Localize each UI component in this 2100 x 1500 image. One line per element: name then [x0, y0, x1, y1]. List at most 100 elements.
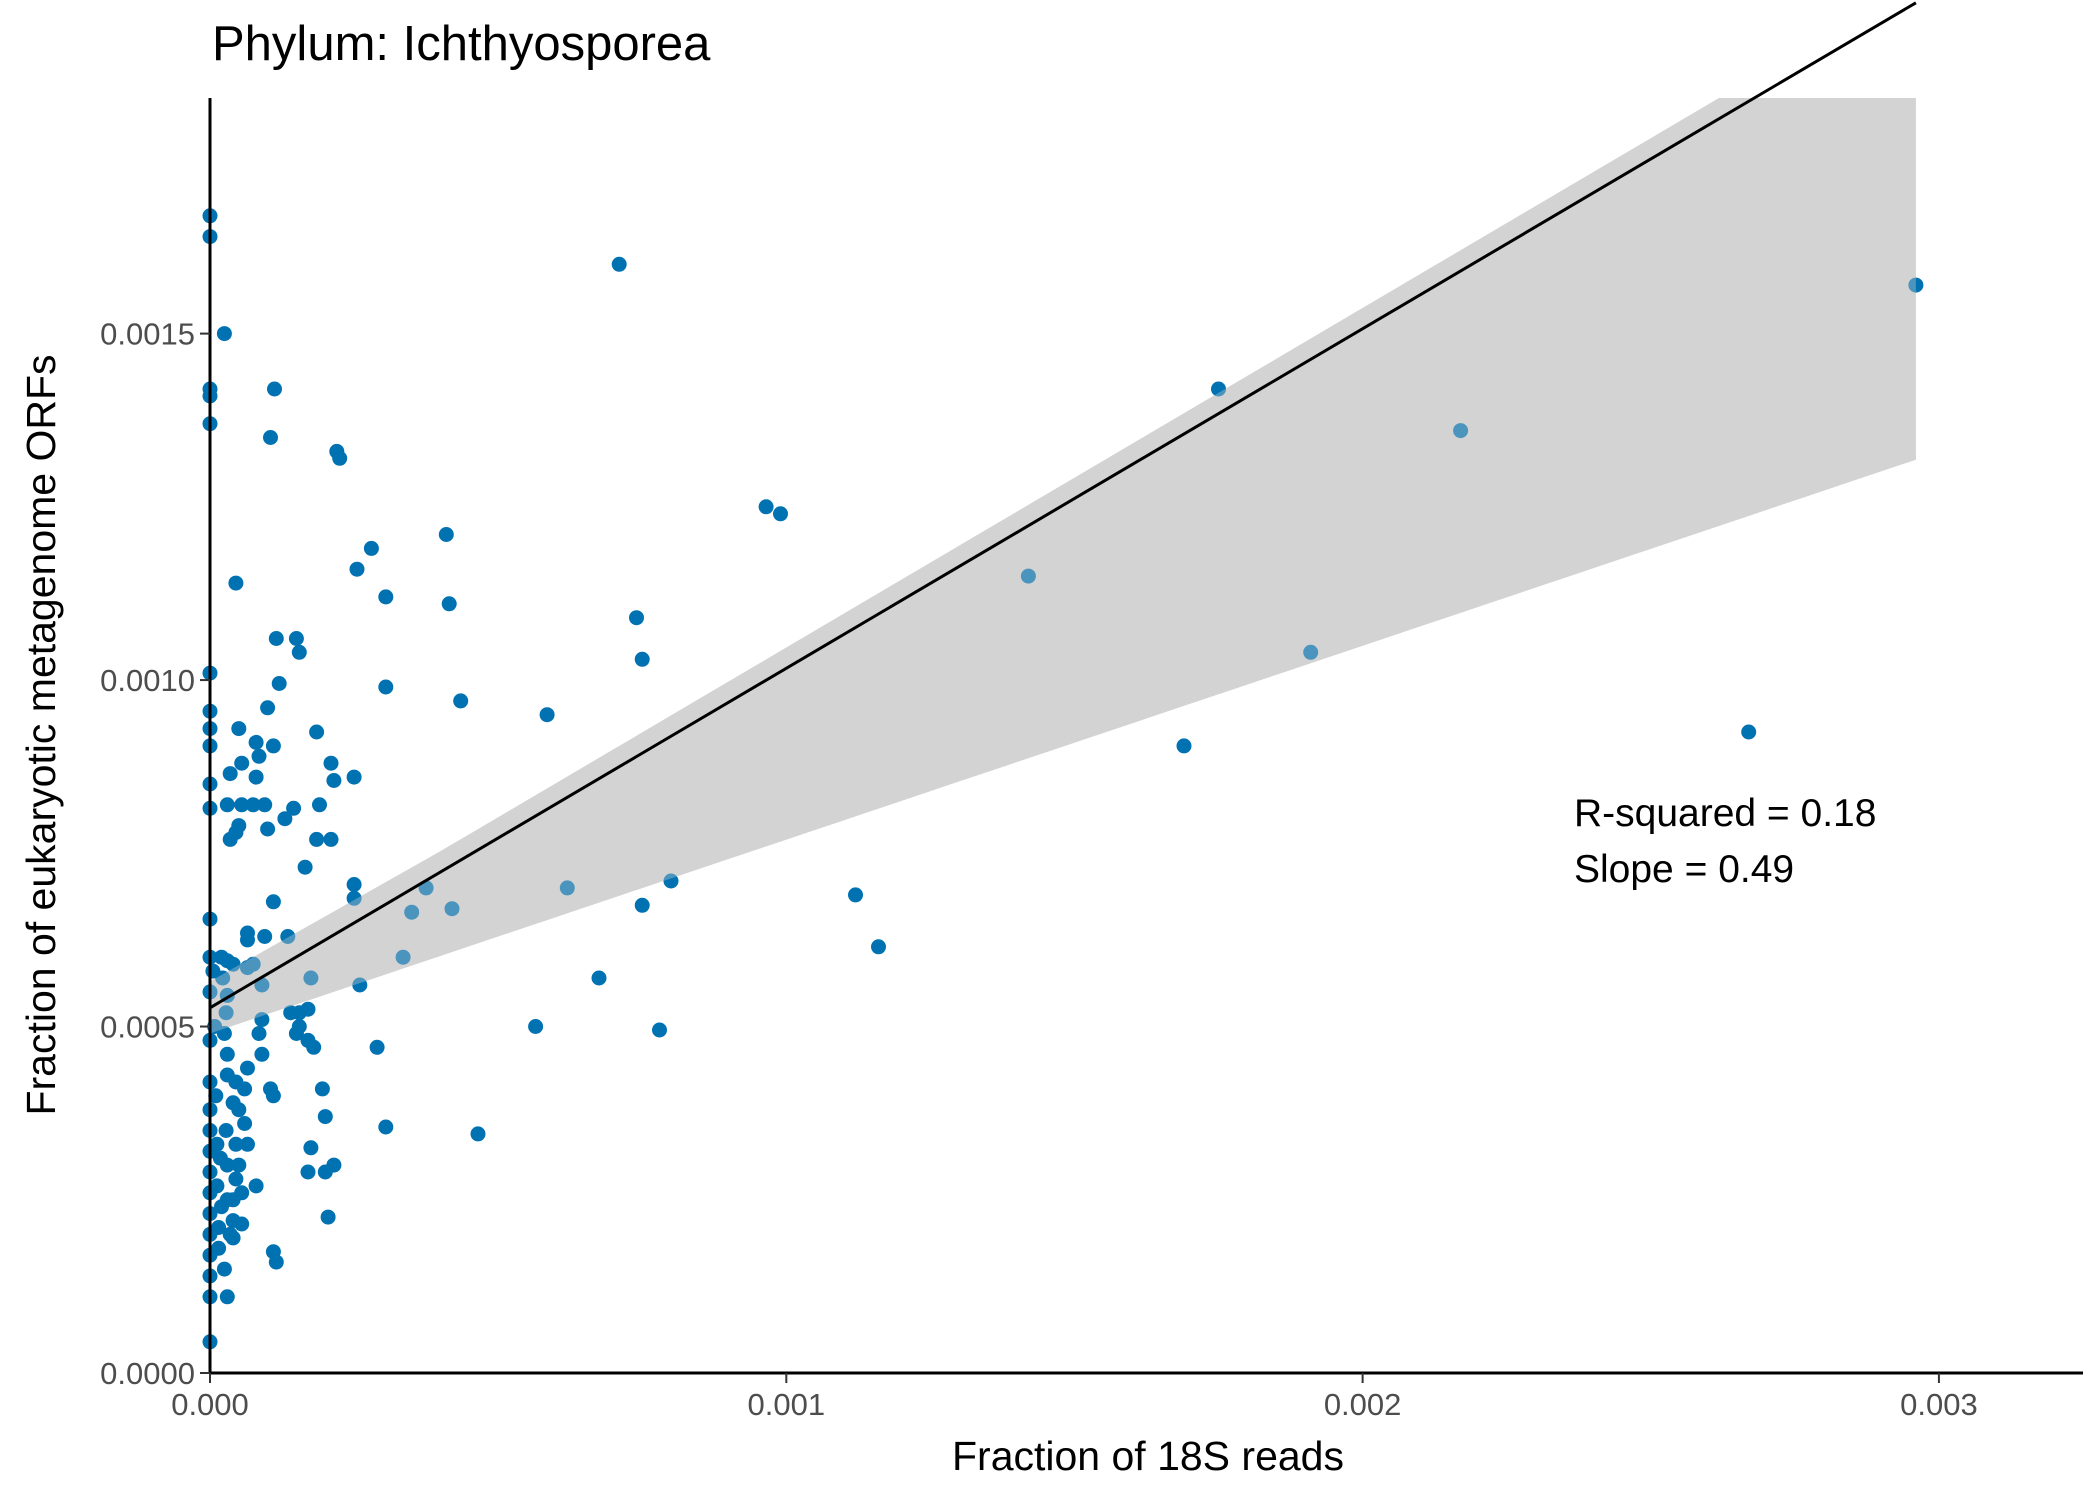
data-point — [303, 1140, 319, 1156]
data-point — [306, 1039, 322, 1055]
data-point — [320, 1209, 336, 1225]
data-point — [444, 901, 460, 917]
data-point — [280, 929, 296, 944]
data-point — [663, 873, 679, 889]
data-point — [215, 970, 231, 986]
data-point — [323, 755, 339, 771]
data-point — [254, 1046, 270, 1062]
data-point — [291, 1019, 307, 1034]
data-point — [286, 800, 302, 816]
data-point — [228, 1171, 244, 1187]
data-point — [297, 859, 313, 875]
data-point — [453, 693, 469, 709]
y-tick-label: 0.0010 — [100, 663, 195, 698]
data-point — [1176, 738, 1192, 754]
data-point — [251, 748, 267, 764]
data-point — [323, 831, 339, 847]
data-point — [1020, 568, 1036, 584]
data-point — [251, 1026, 267, 1041]
data-point — [317, 1109, 333, 1125]
data-point — [237, 1081, 253, 1097]
data-point — [470, 1126, 486, 1142]
data-point — [528, 1019, 544, 1034]
data-point — [265, 894, 281, 910]
data-point — [254, 1012, 270, 1028]
data-point — [634, 651, 650, 667]
data-point — [228, 575, 244, 591]
data-point — [231, 1102, 247, 1118]
data-point — [209, 1178, 225, 1194]
data-point — [629, 610, 644, 626]
data-point — [378, 1119, 394, 1135]
data-point — [326, 1157, 342, 1173]
data-point — [848, 887, 863, 903]
data-point — [291, 644, 307, 660]
data-point — [314, 1081, 330, 1097]
data-point — [1908, 277, 1924, 293]
data-point — [234, 797, 250, 813]
data-point — [611, 256, 627, 272]
data-point — [277, 811, 293, 827]
data-point — [231, 818, 247, 834]
data-point — [216, 1026, 232, 1041]
data-point — [332, 450, 348, 466]
plot-area — [202, 1, 1924, 1350]
data-point — [240, 932, 255, 948]
data-point — [1211, 381, 1226, 397]
data-point — [218, 1005, 234, 1021]
data-point — [265, 1088, 281, 1104]
data-point — [404, 904, 420, 920]
y-axis-title: Fraction of eukaryotic metagenome ORFs — [18, 354, 64, 1115]
data-point — [267, 381, 282, 397]
data-point — [216, 326, 232, 342]
data-point — [438, 527, 454, 542]
data-point — [237, 1116, 253, 1131]
data-point — [363, 540, 379, 556]
data-point — [652, 1022, 667, 1038]
data-point — [271, 676, 287, 691]
data-point — [234, 755, 250, 771]
data-point — [346, 769, 362, 785]
confidence-band — [210, 98, 1916, 1034]
data-point — [634, 897, 650, 913]
data-point — [309, 831, 325, 847]
data-point — [288, 631, 304, 646]
data-point — [209, 1136, 225, 1152]
data-point — [346, 877, 362, 892]
data-point — [225, 956, 241, 972]
y-tick-label: 0.0000 — [100, 1356, 195, 1391]
data-point — [240, 1136, 255, 1152]
data-point — [225, 1230, 241, 1246]
regression-line — [209, 1, 1917, 1010]
y-tick-label: 0.0015 — [100, 317, 195, 352]
data-point — [228, 1136, 244, 1152]
data-point — [265, 738, 281, 754]
x-tick-label: 0.001 — [748, 1387, 826, 1422]
data-point — [773, 506, 788, 522]
data-point — [211, 1220, 227, 1235]
data-point — [254, 977, 270, 993]
data-point — [231, 1157, 247, 1173]
data-point — [395, 949, 411, 965]
x-axis-ticks: 0.000 0.001 0.002 0.003 — [171, 1373, 1978, 1422]
data-point — [1741, 724, 1757, 740]
data-point — [245, 797, 261, 813]
data-point — [248, 734, 264, 750]
data-point — [326, 773, 342, 788]
data-point — [231, 721, 247, 737]
data-point — [257, 797, 273, 813]
data-point — [559, 880, 575, 896]
data-point — [219, 1157, 235, 1173]
data-point — [369, 1039, 385, 1055]
data-point — [268, 1254, 284, 1270]
data-point — [1303, 644, 1319, 660]
data-point — [211, 1240, 227, 1256]
data-point — [268, 631, 284, 646]
data-point — [240, 1060, 255, 1076]
y-tick-label: 0.0005 — [100, 1010, 195, 1045]
y-axis-ticks: 0.0000 0.0005 0.0010 0.0015 — [100, 317, 210, 1391]
data-point — [248, 769, 264, 785]
data-point — [234, 1185, 250, 1201]
data-point — [222, 766, 238, 782]
